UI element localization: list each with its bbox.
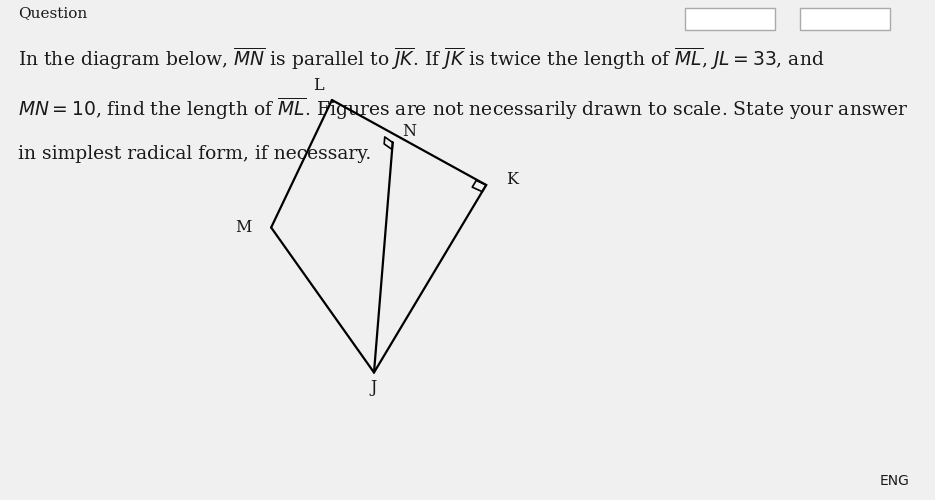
Text: ENG: ENG [880,474,910,488]
Text: In the diagram below, $\overline{MN}$ is parallel to $\overline{JK}$. If $\overl: In the diagram below, $\overline{MN}$ is… [18,45,825,72]
Text: K: K [507,172,518,188]
Text: Question: Question [18,6,87,20]
Text: in simplest radical form, if necessary.: in simplest radical form, if necessary. [18,145,371,163]
Text: M: M [235,219,252,236]
Text: $MN = 10$, find the length of $\overline{ML}$. Figures are not necessarily drawn: $MN = 10$, find the length of $\overline… [18,95,909,122]
FancyBboxPatch shape [685,8,775,30]
Text: L: L [313,78,324,94]
FancyBboxPatch shape [800,8,890,30]
Text: J: J [371,379,377,396]
Text: N: N [403,123,416,140]
